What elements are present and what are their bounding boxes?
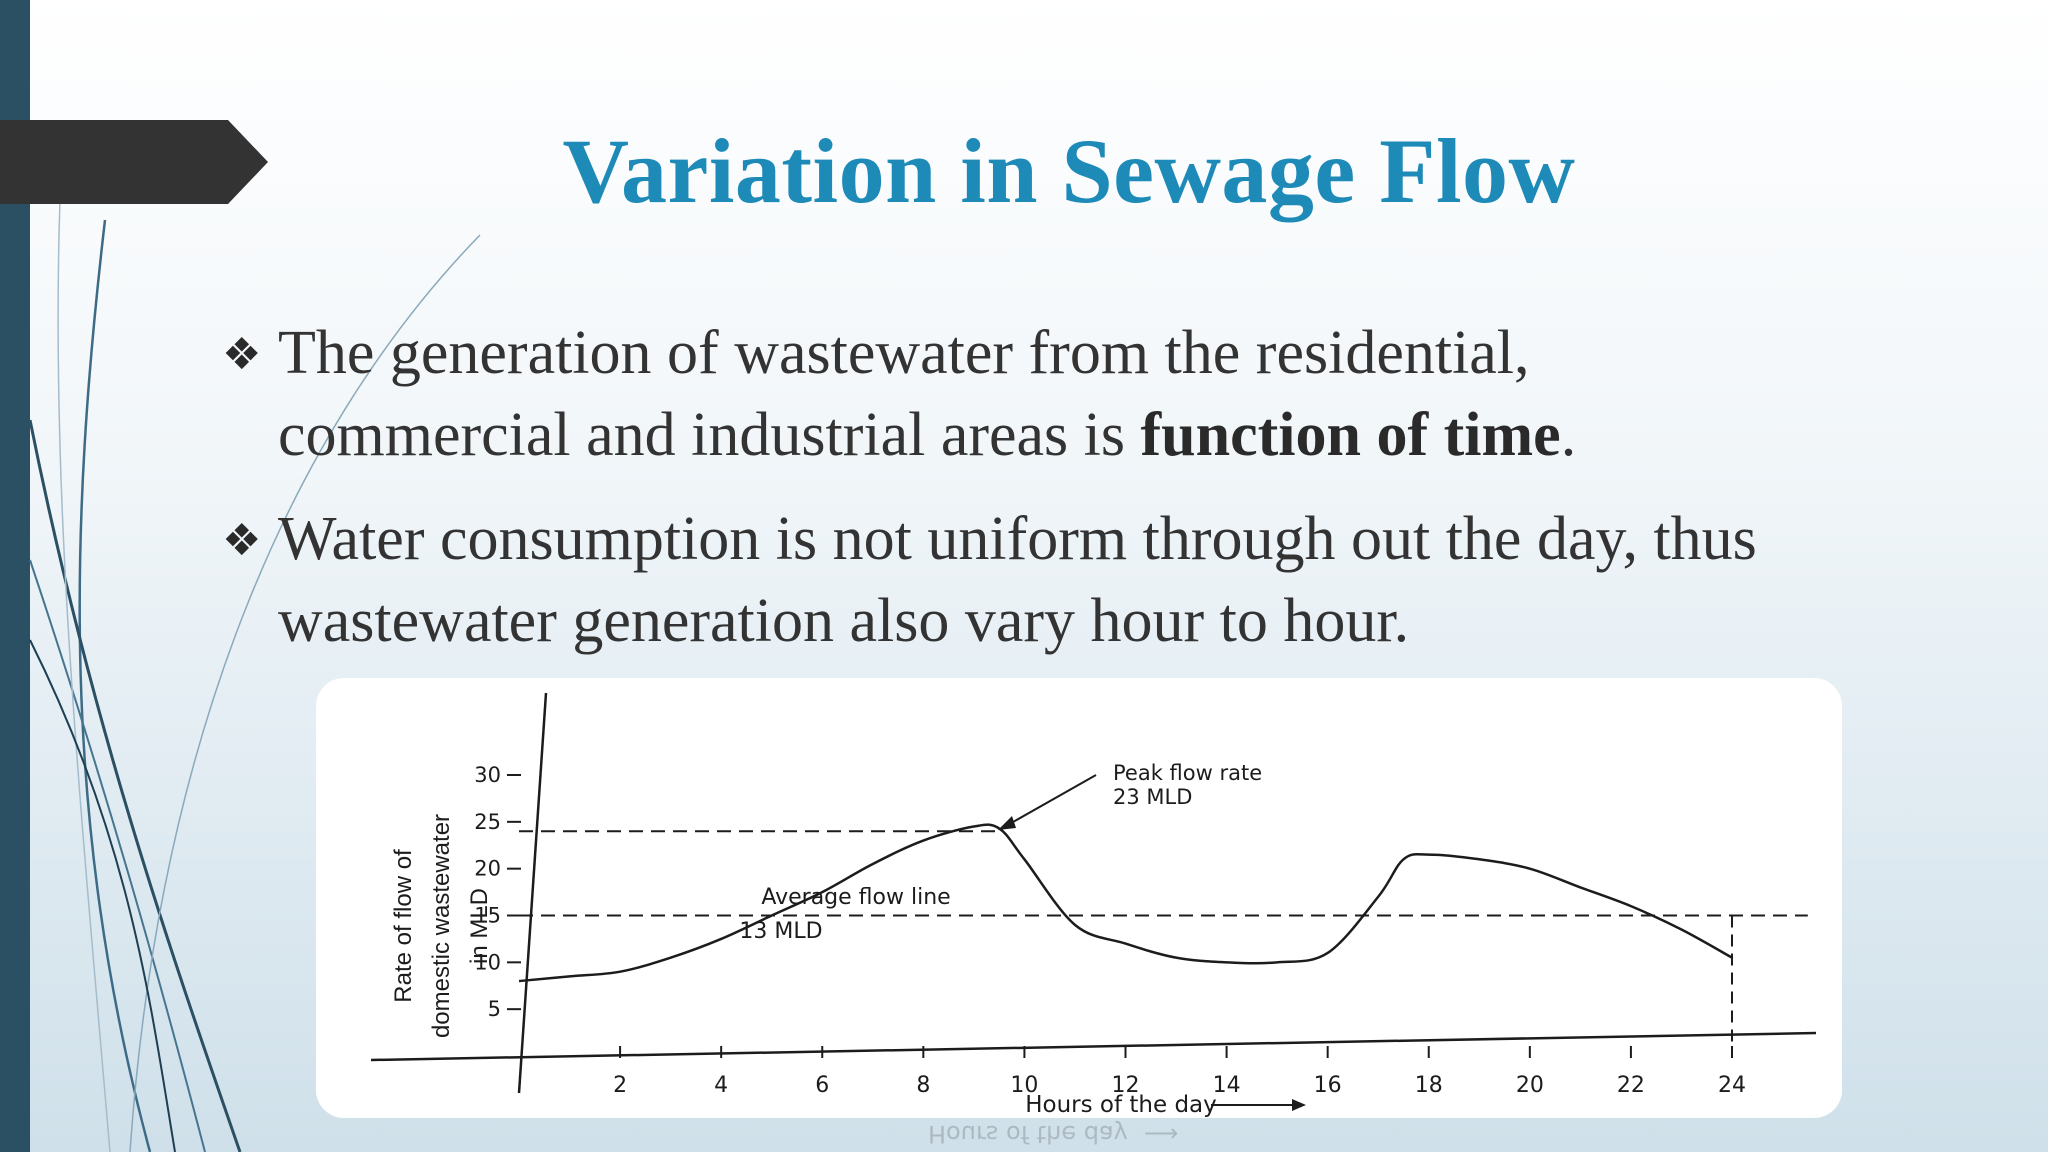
y-axis-label-line: in MLD bbox=[466, 888, 493, 964]
bullet-line: Water consumption is not uniform through… bbox=[278, 505, 1757, 573]
bullet-bold-text: function of time bbox=[1140, 401, 1561, 469]
average-annotation-label: Average flow line bbox=[761, 885, 950, 910]
y-tick-label: 5 bbox=[488, 997, 501, 1021]
bullet-text: commercial and industrial areas is bbox=[278, 401, 1141, 469]
diamond-bullet-icon: ❖ bbox=[222, 329, 262, 380]
x-tick-label: 8 bbox=[916, 1073, 930, 1098]
x-tick-label: 6 bbox=[815, 1073, 829, 1098]
x-tick-label: 2 bbox=[613, 1073, 627, 1098]
y-axis bbox=[517, 692, 548, 1094]
x-tick-label: 20 bbox=[1516, 1073, 1544, 1098]
y-tick-label: 25 bbox=[474, 810, 501, 834]
chart-card: 5 10 15 20 25 30 2 4 6 8 10 12 14 16 18 20 22 24 Peak flow… bbox=[316, 678, 1842, 1118]
x-tick-label: 14 bbox=[1213, 1073, 1241, 1098]
peak-annotation-label: Peak flow rate bbox=[1113, 761, 1262, 785]
x-tick-label: 22 bbox=[1617, 1073, 1645, 1098]
y-tick-label: 15 bbox=[474, 904, 501, 928]
title-tab-arrow bbox=[0, 120, 268, 204]
decorative-curves bbox=[28, 199, 481, 1152]
x-tick-label: 18 bbox=[1415, 1073, 1443, 1098]
bullet-list: ❖ The generation of wastewater from the … bbox=[222, 312, 1942, 684]
x-axis-label-arrowhead bbox=[1292, 1099, 1306, 1111]
y-tick-label: 10 bbox=[474, 950, 501, 974]
peak-arrow-head bbox=[998, 816, 1016, 830]
y-axis-label: Rate of flow of domestic wastewater in MLD bbox=[390, 814, 493, 1038]
y-axis-label-line: domestic wastewater bbox=[428, 814, 455, 1038]
diamond-bullet-icon: ❖ bbox=[222, 515, 262, 566]
peak-arrow-line bbox=[1005, 774, 1097, 827]
bullet-item: ❖ The generation of wastewater from the … bbox=[222, 312, 1942, 476]
x-axis bbox=[370, 1031, 1817, 1062]
x-tick-label: 4 bbox=[714, 1073, 728, 1098]
x-axis-label: Hours of the day bbox=[1025, 1092, 1217, 1118]
bullet-item: ❖ Water consumption is not uniform throu… bbox=[222, 498, 1942, 662]
y-tick-label: 30 bbox=[474, 763, 501, 787]
y-tick-label: 20 bbox=[474, 857, 501, 881]
slide-title: Variation in Sewage Flow bbox=[562, 120, 1576, 222]
bullet-line: The generation of wastewater from the re… bbox=[278, 319, 1530, 387]
bullet-line: commercial and industrial areas is funct… bbox=[278, 394, 1942, 476]
flow-curve bbox=[518, 823, 1733, 983]
peak-annotation-value: 23 MLD bbox=[1113, 785, 1192, 809]
y-axis-label-line: Rate of flow of bbox=[390, 849, 417, 1003]
bullet-line: wastewater generation also vary hour to … bbox=[278, 587, 1410, 655]
average-annotation-value: 13 MLD bbox=[739, 919, 822, 944]
xlabel-reflection-text: Hours of the day bbox=[928, 1120, 1128, 1148]
x-tick-label: 10 bbox=[1010, 1073, 1038, 1098]
xlabel-reflection: Hours of the day ⟶ bbox=[928, 1120, 1179, 1148]
x-tick-label: 12 bbox=[1112, 1073, 1140, 1098]
x-tick-label: 24 bbox=[1718, 1073, 1746, 1098]
x-tick-label: 16 bbox=[1314, 1073, 1342, 1098]
bullet-text: . bbox=[1560, 401, 1577, 469]
